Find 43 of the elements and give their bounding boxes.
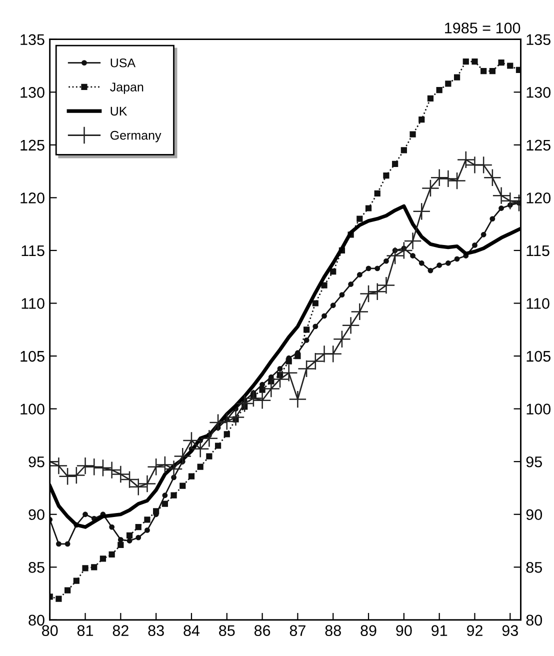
x-tick-label: 92 bbox=[466, 625, 482, 636]
y-tick-label: 80 bbox=[28, 614, 44, 626]
y2-tick-label: 105 bbox=[526, 350, 550, 362]
x-tick-label: 90 bbox=[396, 625, 412, 636]
y-tick-label: 110 bbox=[22, 298, 44, 309]
legend-label: Germany bbox=[110, 130, 162, 142]
x-tick-label: 84 bbox=[184, 625, 200, 636]
y2-tick-label: 95 bbox=[526, 456, 542, 468]
y2-tick-label: 85 bbox=[526, 562, 542, 573]
legend-label: USA bbox=[110, 58, 136, 68]
y-tick-label: 115 bbox=[22, 246, 44, 256]
x-tick-label: 82 bbox=[112, 625, 128, 636]
x-tick-label: 81 bbox=[77, 625, 94, 636]
y-tick-label: 95 bbox=[28, 456, 44, 468]
y-tick-label: 135 bbox=[20, 34, 44, 46]
y-tick-label: 130 bbox=[20, 87, 44, 98]
y-tick-label: 125 bbox=[20, 140, 44, 151]
x-tick-label: 80 bbox=[42, 625, 58, 636]
y2-tick-label: 100 bbox=[526, 404, 551, 414]
y2-tick-label: 130 bbox=[526, 87, 551, 98]
text: 1985 = 100 bbox=[445, 22, 520, 34]
y2-tick-label: 110 bbox=[526, 298, 550, 309]
x-tick-label: 93 bbox=[502, 625, 518, 636]
x-tick-label: 87 bbox=[290, 625, 306, 636]
x-tick-label: 85 bbox=[219, 625, 235, 636]
y-tick-label: 100 bbox=[20, 404, 44, 414]
legend-label: UK bbox=[110, 106, 128, 116]
x-tick-label: 83 bbox=[148, 625, 164, 636]
y2-tick-label: 115 bbox=[526, 246, 550, 256]
y-tick-label: 90 bbox=[28, 509, 44, 520]
y2-tick-label: 120 bbox=[526, 192, 551, 204]
x-tick-label: 86 bbox=[254, 625, 270, 636]
y-tick-label: 120 bbox=[20, 192, 44, 204]
y2-tick-label: 90 bbox=[526, 509, 542, 520]
y2-tick-label: 125 bbox=[526, 140, 550, 151]
y-tick-label: 105 bbox=[20, 350, 44, 362]
y2-tick-label: 135 bbox=[526, 34, 550, 46]
x-tick-label: 89 bbox=[360, 625, 376, 636]
y2-tick-label: 80 bbox=[526, 614, 542, 626]
x-tick-label: 88 bbox=[325, 625, 341, 636]
legend-label: Japan bbox=[110, 82, 144, 94]
x-tick-label: 91 bbox=[432, 625, 448, 636]
y-tick-label: 85 bbox=[28, 562, 44, 573]
